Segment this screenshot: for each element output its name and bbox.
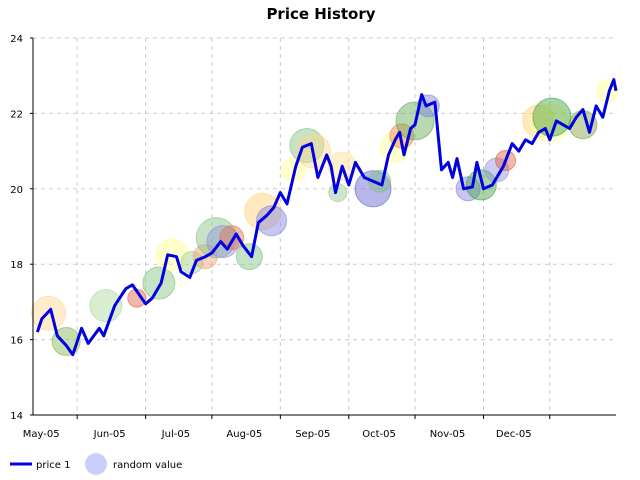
x-tick-label: Aug-05 xyxy=(226,429,262,440)
y-tick-label: 20 xyxy=(10,185,23,196)
chart-title: Price History xyxy=(266,5,375,23)
x-tick-label: Oct-05 xyxy=(362,429,396,440)
legend-bubble-swatch xyxy=(85,453,107,475)
x-axis-ticks: May-05 Jun-05 Jul-05 Aug-05 Sep-05 Oct-05 Nov-… xyxy=(23,415,551,440)
bubble-series xyxy=(30,79,619,356)
line-series xyxy=(35,78,618,357)
x-tick-label: Jun-05 xyxy=(93,429,126,440)
x-tick-label: Jul-05 xyxy=(161,429,190,440)
bubble-point xyxy=(244,192,282,230)
legend-label-random-value: random value xyxy=(113,460,182,471)
y-tick-label: 14 xyxy=(10,411,23,422)
axes xyxy=(32,38,616,416)
bubble-point xyxy=(142,266,176,300)
bubble-point xyxy=(235,243,263,271)
y-tick-label: 16 xyxy=(10,336,23,347)
x-tick-label: Dec-05 xyxy=(496,429,532,440)
bubble-point xyxy=(219,225,245,251)
x-tick-label: Nov-05 xyxy=(430,429,466,440)
x-tick-label: May-05 xyxy=(23,429,60,440)
price-line xyxy=(35,78,618,357)
y-tick-label: 18 xyxy=(10,260,23,271)
bubble-point xyxy=(51,326,81,356)
grid-lines xyxy=(33,37,616,415)
bubble-point xyxy=(89,289,123,323)
y-tick-label: 24 xyxy=(10,34,23,45)
bubble-point xyxy=(256,205,287,237)
legend-label-price: price 1 xyxy=(36,460,70,471)
y-axis-ticks: 14 16 18 20 22 24 xyxy=(10,34,33,422)
y-tick-label: 22 xyxy=(10,109,23,120)
x-tick-label: Sep-05 xyxy=(295,429,330,440)
legend: price 1 random value xyxy=(10,453,182,475)
